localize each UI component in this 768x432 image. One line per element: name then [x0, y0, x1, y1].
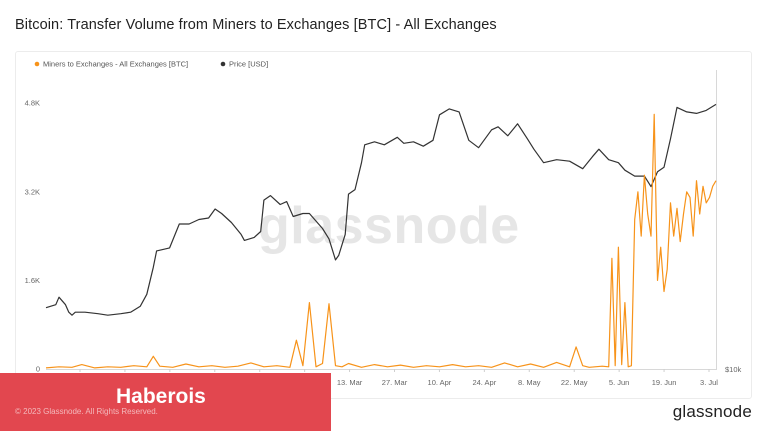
series-line-price [45, 103, 717, 316]
y-right-tick-label: $10k [725, 365, 742, 374]
overlay-banner [0, 373, 331, 431]
y-tick-label: 1.6K [25, 276, 40, 285]
x-tick-label: 24. Apr [472, 378, 496, 387]
y-tick-label: 3.2K [25, 187, 40, 196]
x-tick-label: 3. Jul [700, 378, 718, 387]
chart-card [15, 51, 752, 399]
copyright-text: © 2023 Glassnode. All Rights Reserved. [15, 407, 158, 416]
brand-logo: glassnode [672, 402, 752, 421]
y-axis-ticks: 0 1.6K 3.2K 4.8K [25, 99, 40, 374]
x-tick-label: 5. Jun [609, 378, 629, 387]
series-layer [45, 103, 717, 369]
x-tick-label: 22. May [561, 378, 588, 387]
chart-title: Bitcoin: Transfer Volume from Miners to … [15, 17, 497, 33]
x-tick-label: 27. Mar [382, 378, 408, 387]
x-tick-label: 8. May [518, 378, 541, 387]
legend-marker-miners [34, 61, 40, 67]
series-line-miners-to-exchanges [45, 113, 717, 369]
x-tick-label: 19. Jun [652, 378, 677, 387]
y-tick-label: 0 [36, 365, 40, 374]
legend: Miners to Exchanges - All Exchanges [BTC… [34, 60, 268, 69]
x-tick-label: 13. Mar [337, 378, 363, 387]
legend-marker-price [220, 61, 226, 67]
y-tick-label: 4.8K [25, 99, 40, 108]
legend-label-miners: Miners to Exchanges - All Exchanges [BTC… [43, 60, 188, 69]
watermark-logo: glassnode [258, 197, 520, 255]
x-tick-label: 10. Apr [428, 378, 452, 387]
banner-text: Haberois [116, 385, 206, 408]
legend-label-price: Price [USD] [229, 60, 268, 69]
